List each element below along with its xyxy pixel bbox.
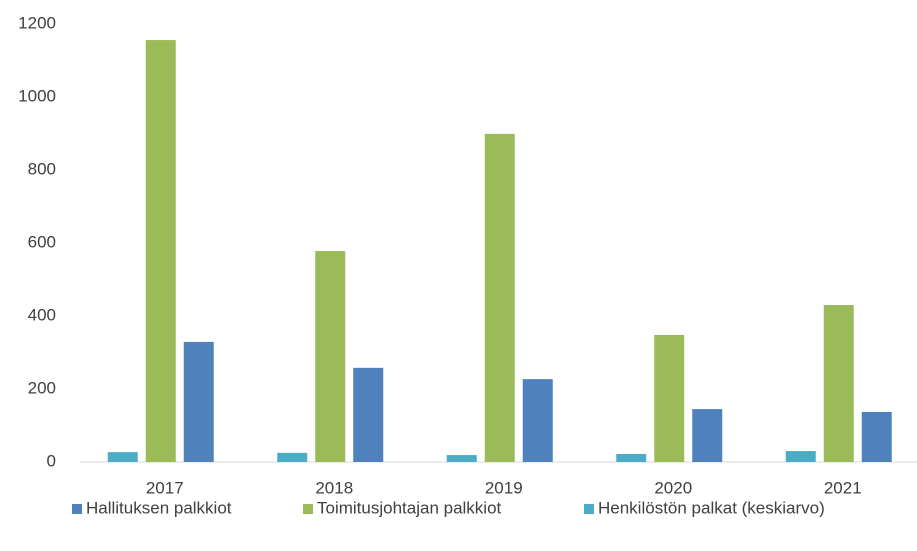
x-tick-label: 2017 [146, 478, 184, 497]
x-tick-label: 2020 [654, 478, 692, 497]
legend-label: Henkilöstön palkat (keskiarvo) [598, 498, 825, 517]
legend-swatch [72, 504, 82, 514]
legend-label: Hallituksen palkkiot [86, 498, 232, 517]
bar [446, 455, 477, 462]
x-tick-label: 2019 [485, 478, 523, 497]
x-tick-label: 2018 [315, 478, 353, 497]
y-tick-label: 0 [47, 451, 56, 470]
legend-swatch [303, 504, 313, 514]
y-tick-label: 1200 [18, 13, 56, 32]
bar [107, 452, 138, 462]
y-tick-label: 200 [28, 378, 56, 397]
bar [654, 334, 685, 462]
bar [315, 251, 346, 462]
bar [183, 341, 214, 462]
bar [785, 451, 816, 462]
y-tick-label: 400 [28, 305, 56, 324]
y-tick-label: 600 [28, 232, 56, 251]
bar [692, 409, 723, 462]
bar [145, 40, 176, 463]
bar [861, 411, 892, 462]
y-tick-label: 800 [28, 159, 56, 178]
bar [353, 367, 384, 462]
legend-swatch [584, 504, 594, 514]
bar [522, 379, 553, 462]
bar [823, 305, 854, 462]
legend-label: Toimitusjohtajan palkkiot [317, 498, 502, 517]
bar [277, 452, 308, 462]
x-tick-label: 2021 [824, 478, 862, 497]
y-tick-label: 1000 [18, 86, 56, 105]
bar [484, 133, 515, 463]
bar [616, 453, 647, 462]
